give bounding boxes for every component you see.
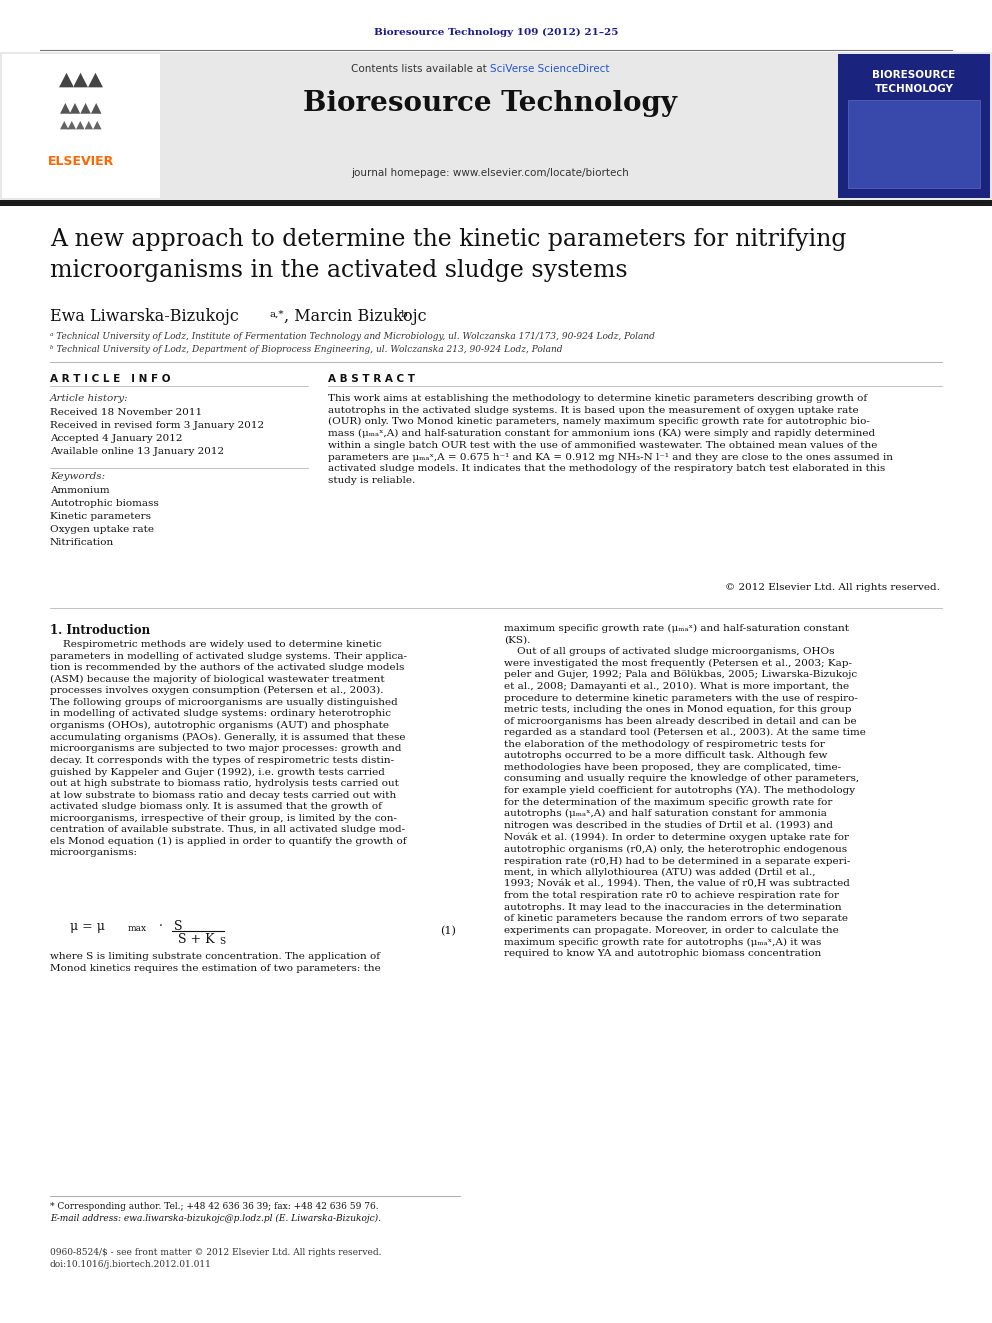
Text: A B S T R A C T: A B S T R A C T (328, 374, 415, 384)
FancyBboxPatch shape (848, 101, 980, 188)
Text: Bioresource Technology 109 (2012) 21–25: Bioresource Technology 109 (2012) 21–25 (374, 28, 618, 37)
Text: ᵃ Technical University of Lodz, Institute of Fermentation Technology and Microbi: ᵃ Technical University of Lodz, Institut… (50, 332, 655, 341)
Text: Nitrification: Nitrification (50, 538, 114, 546)
Text: A new approach to determine the kinetic parameters for nitrifying
microorganisms: A new approach to determine the kinetic … (50, 228, 846, 282)
FancyBboxPatch shape (838, 54, 990, 198)
FancyBboxPatch shape (0, 200, 992, 206)
Text: where S is limiting substrate concentration. The application of
Monod kinetics r: where S is limiting substrate concentrat… (50, 953, 381, 972)
Text: Keywords:: Keywords: (50, 472, 105, 482)
Text: journal homepage: www.elsevier.com/locate/biortech: journal homepage: www.elsevier.com/locat… (351, 168, 629, 179)
Text: A R T I C L E   I N F O: A R T I C L E I N F O (50, 374, 171, 384)
Text: a,*: a,* (270, 310, 285, 319)
Text: S: S (174, 919, 183, 933)
Text: Ammonium: Ammonium (50, 486, 110, 495)
Text: BIORESOURCE: BIORESOURCE (872, 70, 955, 79)
Text: Accepted 4 January 2012: Accepted 4 January 2012 (50, 434, 183, 443)
Text: Article history:: Article history: (50, 394, 129, 404)
Text: Available online 13 January 2012: Available online 13 January 2012 (50, 447, 224, 456)
Text: doi:10.1016/j.biortech.2012.01.011: doi:10.1016/j.biortech.2012.01.011 (50, 1259, 212, 1269)
Text: ▲▲▲▲▲: ▲▲▲▲▲ (60, 120, 102, 130)
Text: S + K: S + K (178, 933, 214, 946)
FancyBboxPatch shape (2, 54, 160, 198)
Text: Oxygen uptake rate: Oxygen uptake rate (50, 525, 154, 534)
Text: E-mail address: ewa.liwarska-bizukojc@p.lodz.pl (E. Liwarska-Bizukojc).: E-mail address: ewa.liwarska-bizukojc@p.… (50, 1215, 381, 1224)
Text: 1. Introduction: 1. Introduction (50, 624, 150, 636)
Text: TECHNOLOGY: TECHNOLOGY (875, 83, 953, 94)
Text: * Corresponding author. Tel.; +48 42 636 36 39; fax: +48 42 636 59 76.: * Corresponding author. Tel.; +48 42 636… (50, 1203, 379, 1211)
Text: Ewa Liwarska-Bizukojc: Ewa Liwarska-Bizukojc (50, 308, 244, 325)
Text: ᵇ Technical University of Lodz, Department of Bioprocess Engineering, ul. Wolcza: ᵇ Technical University of Lodz, Departme… (50, 345, 562, 355)
Text: © 2012 Elsevier Ltd. All rights reserved.: © 2012 Elsevier Ltd. All rights reserved… (725, 583, 940, 591)
Text: Kinetic parameters: Kinetic parameters (50, 512, 151, 521)
Text: maximum specific growth rate (μₘₐˣ) and half-saturation constant
(KS).
    Out o: maximum specific growth rate (μₘₐˣ) and … (504, 624, 866, 958)
Text: Bioresource Technology: Bioresource Technology (303, 90, 677, 116)
FancyBboxPatch shape (0, 52, 992, 200)
Text: ·: · (155, 919, 163, 933)
Text: max: max (128, 923, 147, 933)
Text: Autotrophic biomass: Autotrophic biomass (50, 499, 159, 508)
Text: SciVerse ScienceDirect: SciVerse ScienceDirect (490, 64, 609, 74)
Text: Received 18 November 2011: Received 18 November 2011 (50, 407, 202, 417)
Text: μ = μ: μ = μ (70, 919, 105, 933)
Text: ELSEVIER: ELSEVIER (48, 155, 114, 168)
Text: (1): (1) (440, 926, 456, 937)
Text: b: b (401, 310, 408, 319)
Text: Contents lists available at: Contents lists available at (351, 64, 490, 74)
Text: ▲▲▲: ▲▲▲ (59, 70, 103, 89)
Text: This work aims at establishing the methodology to determine kinetic parameters d: This work aims at establishing the metho… (328, 394, 893, 486)
Text: ▲▲▲▲: ▲▲▲▲ (60, 101, 102, 114)
Text: 0960-8524/$ - see front matter © 2012 Elsevier Ltd. All rights reserved.: 0960-8524/$ - see front matter © 2012 El… (50, 1248, 382, 1257)
Text: , Marcin Bizukojc: , Marcin Bizukojc (284, 308, 432, 325)
Text: Received in revised form 3 January 2012: Received in revised form 3 January 2012 (50, 421, 264, 430)
Text: Respirometric methods are widely used to determine kinetic
parameters in modelli: Respirometric methods are widely used to… (50, 640, 407, 857)
Text: S: S (219, 937, 225, 946)
